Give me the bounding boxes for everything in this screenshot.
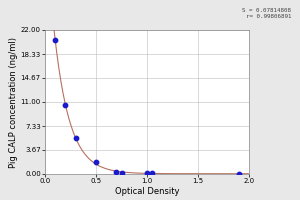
Point bbox=[73, 136, 78, 140]
Point bbox=[145, 172, 149, 175]
Point bbox=[119, 171, 124, 174]
Y-axis label: Pig CALP concentration (ng/ml): Pig CALP concentration (ng/ml) bbox=[9, 36, 18, 168]
Point bbox=[94, 161, 98, 164]
Point bbox=[150, 172, 154, 175]
Point bbox=[63, 104, 68, 107]
X-axis label: Optical Density: Optical Density bbox=[115, 187, 179, 196]
Text: S = 0.07814808
r= 0.99806891: S = 0.07814808 r= 0.99806891 bbox=[242, 8, 291, 19]
Point bbox=[114, 170, 119, 173]
Point bbox=[236, 172, 241, 175]
Point bbox=[53, 38, 58, 41]
